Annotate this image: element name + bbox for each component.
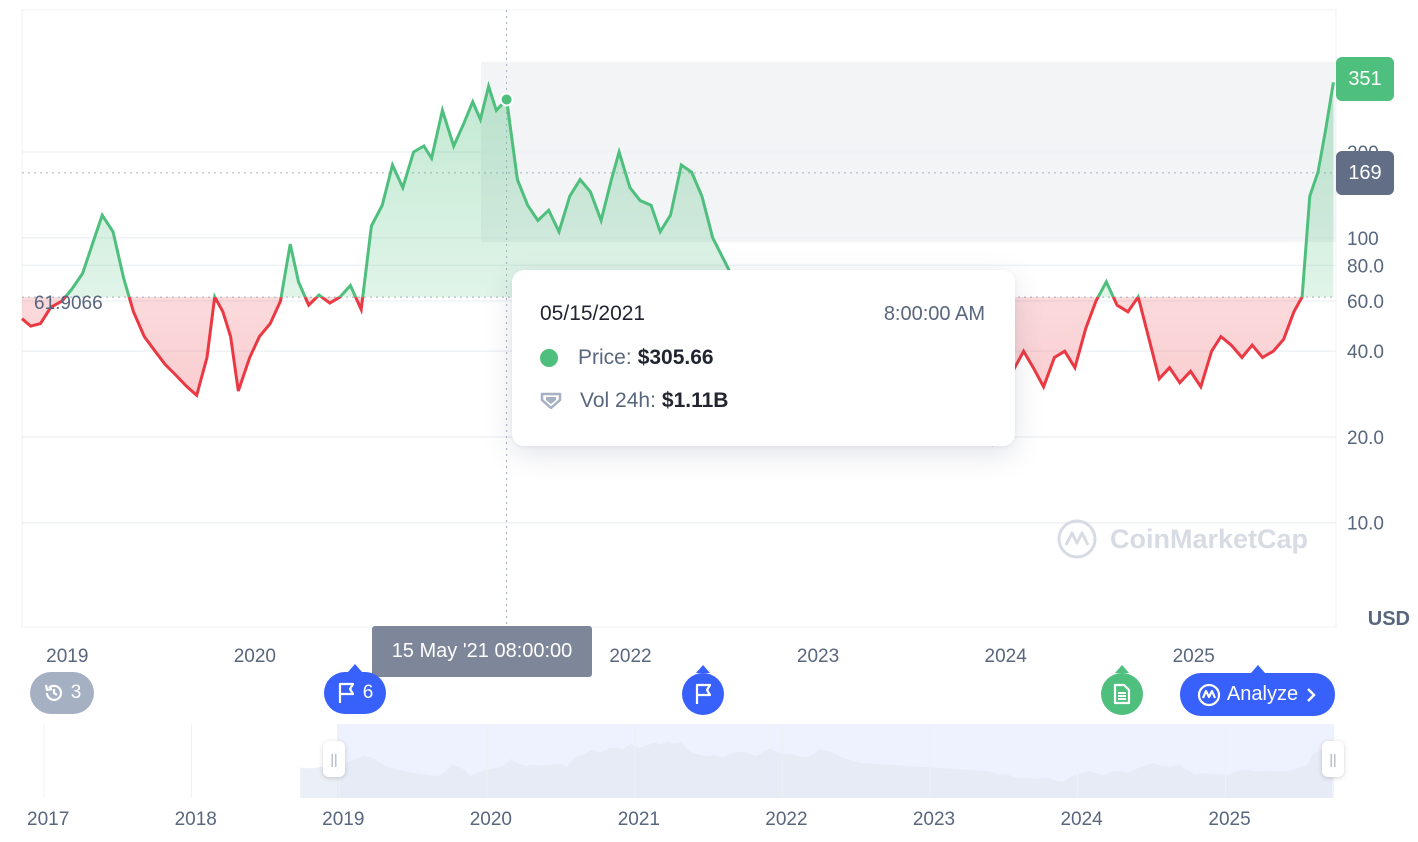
x-axis: 2019 2020 2022 2023 2024 2025 <box>46 646 1215 667</box>
x-tick-label: 2022 <box>609 646 651 667</box>
tooltip-price-value: $305.66 <box>637 346 714 369</box>
x-tick-label: 2023 <box>797 646 839 667</box>
price-line-above <box>63 80 1335 298</box>
y-tick-label: 60.0 <box>1347 292 1384 313</box>
history-events-button[interactable]: 3 <box>30 672 94 714</box>
flag-events-button[interactable]: 6 <box>324 672 386 714</box>
hover-point <box>499 92 514 107</box>
analyze-label: Analyze <box>1226 683 1299 705</box>
navigator-left-handle[interactable]: || <box>323 741 345 777</box>
area-above-baseline <box>65 82 1334 298</box>
flag-event-marker[interactable] <box>682 673 724 715</box>
x-tick-label: 2020 <box>234 646 276 667</box>
y-tick-label: 20.0 <box>1347 428 1384 449</box>
volume-icon <box>540 392 562 410</box>
chevron-right-icon <box>1307 687 1316 702</box>
watermark: CoinMarketCap <box>1056 518 1308 560</box>
navigator-tick-label: 2022 <box>765 809 807 830</box>
hover-date-label: 15 May '21 08:00:00 <box>372 626 592 677</box>
watermark-text: CoinMarketCap <box>1110 523 1309 554</box>
x-tick-label: 2025 <box>1173 646 1215 667</box>
y-tick-label: 40.0 <box>1347 342 1384 363</box>
tooltip-volume-row: Vol 24h: $1.11B <box>540 389 728 413</box>
document-event-marker[interactable] <box>1101 673 1143 715</box>
tooltip-time: 8:00:00 AM <box>883 303 985 325</box>
x-tick-label: 2019 <box>46 646 88 667</box>
tooltip-date: 05/15/2021 <box>540 302 646 325</box>
doc-marker-notch <box>1115 665 1129 673</box>
navigator-tick-label: 2025 <box>1208 809 1250 830</box>
y-tick-label: 100 <box>1347 229 1379 250</box>
history-icon <box>44 684 62 701</box>
y-axis: 10.020.040.060.080.0100200 <box>1347 143 1384 535</box>
hover-price-tag: 169 <box>1336 151 1394 195</box>
navigator-area <box>300 740 1333 798</box>
price-dot-icon <box>540 349 558 367</box>
history-count: 3 <box>70 682 82 703</box>
analyze-button[interactable]: Analyze <box>1180 673 1335 716</box>
flag-count: 6 <box>362 682 374 703</box>
navigator-tick-label: 2018 <box>175 809 217 830</box>
navigator-tick-label: 2023 <box>913 809 955 830</box>
current-price-tag: 351 <box>1336 57 1394 101</box>
coinmarketcap-logo-icon <box>1057 519 1097 559</box>
y-tick-label: 10.0 <box>1347 514 1384 535</box>
price-line-below <box>21 297 1304 447</box>
navigator-axis: 2017 2018 2019 2020 2021 2022 2023 2024 2025 <box>27 724 1251 830</box>
navigator-tick-label: 2019 <box>322 809 364 830</box>
flag-icon <box>695 683 712 704</box>
navigator-tick-label: 2020 <box>470 809 512 830</box>
navigator-right-handle[interactable]: || <box>1322 741 1344 777</box>
price-tooltip: 05/15/2021 8:00:00 AM Price: $305.66 Vol… <box>512 270 1015 446</box>
baseline-label: 61.9066 <box>34 293 103 314</box>
tooltip-price-label: Price: <box>578 346 632 369</box>
flag-icon <box>338 682 354 703</box>
tooltip-price-row: Price: $305.66 <box>540 346 714 370</box>
currency-label: USD <box>1367 608 1410 630</box>
navigator-tick-label: 2017 <box>27 809 69 830</box>
navigator-tick-label: 2021 <box>618 809 660 830</box>
y-tick-label: 80.0 <box>1347 256 1384 277</box>
analyze-icon <box>1197 683 1221 706</box>
tooltip-volume-label: Vol 24h: <box>580 389 656 412</box>
analyze-notch <box>1251 665 1265 673</box>
flag-marker-notch <box>348 664 362 672</box>
document-icon <box>1113 683 1131 705</box>
flag-marker-notch <box>696 665 710 673</box>
x-tick-label: 2024 <box>985 646 1028 667</box>
tooltip-volume-value: $1.11B <box>661 389 729 412</box>
navigator-tick-label: 2024 <box>1060 809 1103 830</box>
